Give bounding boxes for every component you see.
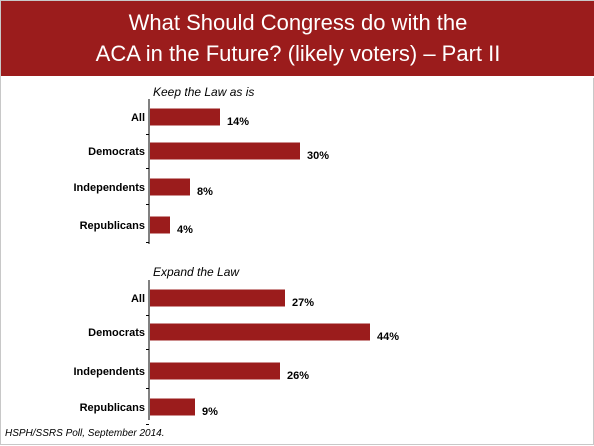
panel-2-bar-republicans: [150, 398, 195, 416]
panel-1-bar-independents: [150, 178, 190, 196]
panel-2-category-label-independents: Independents: [73, 366, 145, 378]
panel-2-bar-all: [150, 289, 285, 307]
panel-2-bar-democrats: [150, 323, 370, 341]
panel-1-bar-republicans: [150, 216, 170, 234]
header-divider: [1, 76, 594, 78]
panel-1-category-label-democrats: Democrats: [88, 146, 145, 158]
slide-title-line-1: What Should Congress do with the: [128, 10, 468, 35]
panel-1-value-label-all: 14%: [227, 116, 249, 128]
panel-2-bar-independents: [150, 362, 280, 380]
panel-2-title: Expand the Law: [153, 265, 240, 279]
panel-1-bar-all: [150, 108, 220, 126]
panel-1-bar-democrats: [150, 142, 300, 160]
panel-1-value-label-republicans: 4%: [177, 224, 193, 236]
source-note: HSPH/SSRS Poll, September 2014.: [5, 428, 165, 439]
panel-1-title: Keep the Law as is: [153, 85, 254, 99]
panel-1-category-label-republicans: Republicans: [80, 220, 145, 232]
panel-2-value-label-democrats: 44%: [377, 331, 399, 343]
panel-2-category-label-republicans: Republicans: [80, 402, 145, 414]
title-banner: What Should Congress do with the ACA in …: [1, 1, 594, 76]
panel-2-value-label-all: 27%: [292, 297, 314, 309]
panel-2-value-label-independents: 26%: [287, 370, 309, 382]
panel-2-value-label-republicans: 9%: [202, 406, 218, 418]
panel-1-value-label-democrats: 30%: [307, 150, 329, 162]
panel-1-value-label-independents: 8%: [197, 186, 213, 198]
panel-2-category-label-democrats: Democrats: [88, 327, 145, 339]
slide-title-line-2: ACA in the Future? (likely voters) – Par…: [95, 41, 501, 66]
panel-2-category-label-all: All: [131, 293, 145, 305]
panel-1-category-label-independents: Independents: [73, 182, 145, 194]
panel-1-category-label-all: All: [131, 112, 145, 124]
